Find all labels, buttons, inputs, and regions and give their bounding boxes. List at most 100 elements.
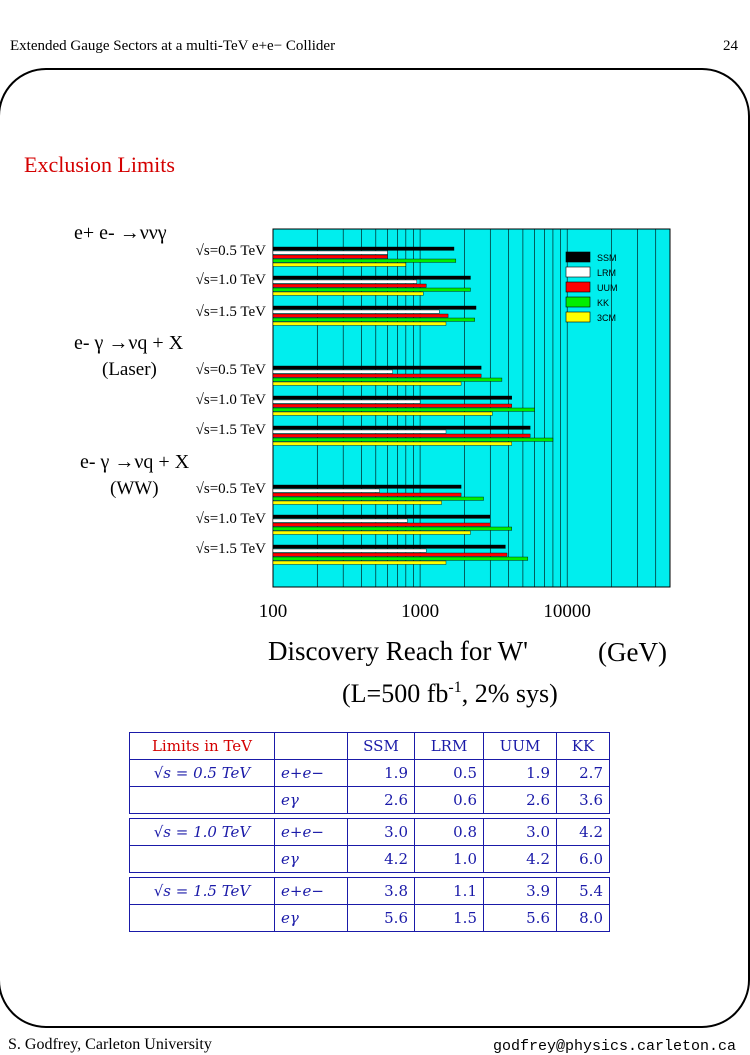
subtitle-part: (L=500 fb (342, 679, 448, 708)
energy-cell: √s = 1.0 TeV (129, 818, 275, 846)
value-cell: 8.0 (556, 904, 610, 932)
bar-uum (272, 254, 388, 259)
table-row: eγ 4.2 1.0 4.2 6.0 (129, 845, 610, 873)
bar-lrm (272, 369, 393, 374)
row-label: √s=1.0 TeV (196, 511, 267, 527)
bar-kk (272, 496, 484, 501)
bar-lrm (272, 488, 380, 493)
limits-table-wrapper: Limits in TeV SSM LRM UUM KK √s = 0.5 Te… (129, 732, 610, 932)
bar-ssm (272, 365, 482, 370)
bar-ssm (272, 544, 506, 549)
process-cell: e+e− (274, 818, 348, 846)
bar-kk (272, 407, 535, 412)
energy-cell: √s = 0.5 TeV (129, 759, 275, 787)
bar-uum (272, 522, 491, 527)
table-row: eγ 2.6 0.6 2.6 3.6 (129, 786, 610, 814)
legend-label: 3CM (597, 313, 616, 323)
value-cell: 0.5 (414, 759, 484, 787)
bar-ssm (272, 246, 455, 251)
x-axis-unit: (GeV) (598, 637, 667, 667)
value-cell: 4.2 (556, 818, 610, 846)
bar-uum (272, 313, 449, 318)
legend-swatch (565, 266, 591, 278)
legend-label: LRM (597, 268, 616, 278)
bar-lrm (272, 250, 388, 255)
table-header-cell: Limits in TeV (129, 732, 275, 760)
bar-kk (272, 317, 475, 322)
value-cell: 3.0 (347, 818, 415, 846)
bar-uum (272, 433, 531, 438)
x-axis-subtitle: (L=500 fb-1, 2% sys) (342, 679, 558, 708)
bar-kk (272, 437, 554, 442)
energy-cell: √s = 1.5 TeV (129, 877, 275, 905)
value-cell: 2.7 (556, 759, 610, 787)
value-cell: 4.2 (347, 845, 415, 873)
row-label: √s=0.5 TeV (196, 243, 267, 259)
subtitle-superscript: -1 (448, 679, 461, 696)
row-label: √s=1.5 TeV (196, 304, 267, 320)
limits-table: Limits in TeV SSM LRM UUM KK √s = 0.5 Te… (129, 732, 610, 932)
bar-3cm (272, 500, 442, 505)
table-header-cell: SSM (347, 732, 415, 760)
legend-label: KK (597, 298, 609, 308)
bar-kk (272, 258, 457, 263)
row-label: √s=0.5 TeV (196, 362, 267, 378)
bar-ssm (272, 275, 471, 280)
group-label: e- γ →νq + X (80, 451, 190, 473)
bar-3cm (272, 381, 462, 386)
table-header-cell: LRM (414, 732, 484, 760)
value-cell: 0.6 (414, 786, 484, 814)
row-label: √s=1.0 TeV (196, 272, 267, 288)
bar-3cm (272, 560, 447, 565)
value-cell: 5.4 (556, 877, 610, 905)
bar-uum (272, 552, 508, 557)
subtitle-part: , 2% sys) (462, 679, 558, 708)
value-cell: 5.6 (347, 904, 415, 932)
value-cell: 1.9 (347, 759, 415, 787)
bar-kk (272, 556, 529, 561)
bar-3cm (272, 291, 424, 296)
footer-email: godfrey@physics.carleton.ca (492, 1038, 736, 1055)
bar-lrm (272, 548, 427, 553)
bar-kk (272, 526, 512, 531)
bar-uum (272, 373, 482, 378)
x-tick-label: 100 (259, 601, 288, 622)
group-sublabel: (Laser) (102, 359, 157, 380)
bar-kk (272, 377, 503, 382)
x-axis-title: Discovery Reach for W' (268, 636, 528, 666)
value-cell: 1.9 (483, 759, 557, 787)
bar-3cm (272, 530, 471, 535)
process-cell: eγ (274, 845, 348, 873)
table-row: eγ 5.6 1.5 5.6 8.0 (129, 904, 610, 932)
legend-label: UUM (597, 283, 618, 293)
legend-label: SSM (597, 253, 617, 263)
bar-ssm (272, 514, 491, 519)
value-cell: 0.8 (414, 818, 484, 846)
table-header-cell: KK (556, 732, 610, 760)
group-label: e+ e- →ννγ (74, 222, 167, 244)
bar-lrm (272, 279, 418, 284)
bar-3cm (272, 262, 407, 267)
bar-uum (272, 492, 462, 497)
table-header-cell (274, 732, 348, 760)
bar-kk (272, 287, 471, 292)
process-cell: e+e− (274, 877, 348, 905)
value-cell: 2.6 (347, 786, 415, 814)
bar-uum (272, 403, 512, 408)
page-number: 24 (723, 38, 738, 54)
table-row: √s = 0.5 TeV e+e− 1.9 0.5 1.9 2.7 (129, 759, 610, 787)
bar-ssm (272, 305, 477, 310)
process-cell: e+e− (274, 759, 348, 787)
value-cell: 6.0 (556, 845, 610, 873)
bar-lrm (272, 518, 408, 523)
value-cell: 4.2 (483, 845, 557, 873)
value-cell: 1.5 (414, 904, 484, 932)
table-row: √s = 1.5 TeV e+e− 3.8 1.1 3.9 5.4 (129, 877, 610, 905)
value-cell: 3.6 (556, 786, 610, 814)
bar-ssm (272, 425, 531, 430)
value-cell: 1.1 (414, 877, 484, 905)
table-header-cell: UUM (483, 732, 557, 760)
table-header-row: Limits in TeV SSM LRM UUM KK (129, 732, 610, 760)
empty-cell (129, 845, 275, 873)
footer-author: S. Godfrey, Carleton University (8, 1036, 212, 1053)
